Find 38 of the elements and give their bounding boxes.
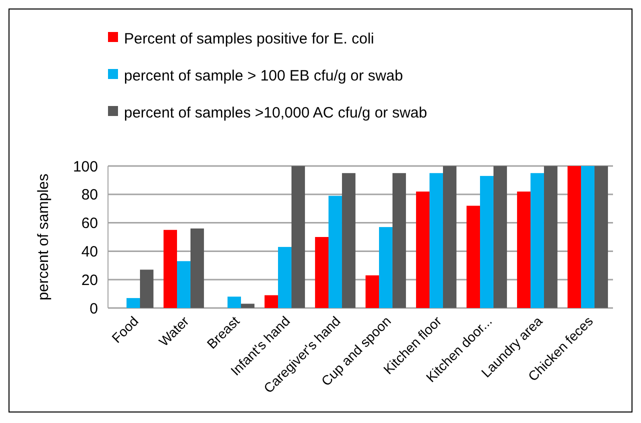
bar (530, 173, 544, 308)
bar (291, 166, 305, 308)
bar (190, 228, 204, 308)
legend-label: percent of sample > 100 EB cfu/g or swab (124, 67, 403, 84)
y-tick-label: 40 (81, 243, 98, 260)
bar (568, 166, 582, 308)
y-axis-title: percent of samples (35, 174, 52, 300)
bar (379, 227, 392, 308)
bar (466, 206, 480, 308)
bar (594, 166, 608, 308)
bar (228, 296, 241, 308)
bar (328, 196, 342, 308)
bar (480, 176, 494, 308)
y-tick-label: 60 (81, 215, 98, 232)
bar (264, 295, 278, 308)
bar (126, 298, 140, 308)
y-tick-label: 80 (81, 186, 98, 204)
bar (315, 237, 329, 308)
bar (278, 246, 292, 308)
bar (140, 270, 154, 308)
y-tick-label: 100 (72, 158, 98, 176)
y-tick-label: 0 (90, 300, 98, 318)
bar (177, 261, 190, 308)
bar (517, 192, 531, 308)
bar (430, 173, 443, 308)
bar (164, 230, 178, 308)
bar (442, 166, 456, 308)
legend-label: Percent of samples positive for E. coli (124, 30, 374, 48)
bar (416, 192, 430, 308)
bar (493, 166, 507, 308)
bar (342, 173, 356, 308)
bar (366, 275, 380, 308)
bar (581, 166, 594, 308)
bar (544, 166, 558, 308)
y-tick-label: 20 (81, 272, 98, 289)
legend-label: percent of samples >10,000 AC cfu/g or swab (124, 104, 428, 122)
bar (392, 173, 406, 308)
bar (240, 304, 254, 308)
